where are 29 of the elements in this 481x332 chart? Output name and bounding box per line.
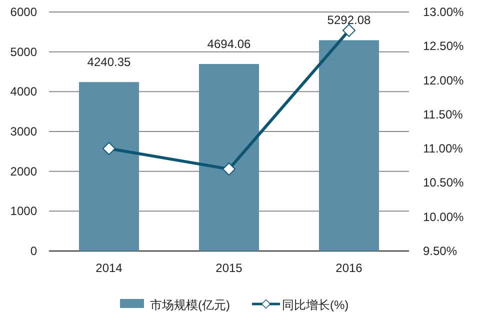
y-tick-label: 3000 — [10, 124, 38, 138]
x-tick-label: 2016 — [336, 261, 363, 275]
y-tick-label: 0 — [30, 244, 38, 258]
y-tick-label: 5000 — [10, 44, 38, 59]
y2-tick-label: 9.50% — [423, 244, 458, 258]
bar — [199, 64, 259, 251]
y2-tick-label: 13.00% — [423, 5, 464, 19]
data-label: 5292.08 — [327, 13, 372, 28]
point — [102, 142, 116, 156]
bar — [319, 40, 379, 251]
y2-tick-label: 10.50% — [423, 176, 464, 190]
y2-tick-label: 11.00% — [423, 142, 464, 156]
x-tick-label: 2014 — [96, 261, 123, 275]
legend-label: 同比增长(%) — [282, 298, 349, 312]
data-label: 4694.06 — [207, 37, 252, 52]
point — [222, 162, 236, 176]
data-label: 4240.35 — [87, 55, 132, 70]
y2-tick-label: 11.50% — [423, 107, 464, 122]
x-tick-label: 2015 — [216, 261, 243, 275]
y-tick-label: 1000 — [10, 204, 38, 218]
bar — [79, 82, 139, 251]
y2-tick-label: 12.00% — [423, 73, 464, 88]
y2-tick-label: 10.00% — [423, 210, 464, 224]
y2-tick-label: 12.50% — [423, 39, 464, 54]
y-tick-label: 4000 — [10, 84, 38, 99]
point — [342, 24, 356, 37]
legend-label: 市场规模(亿元) — [150, 298, 230, 312]
y-tick-label: 2000 — [10, 164, 38, 178]
y-tick-label: 6000 — [10, 5, 38, 19]
